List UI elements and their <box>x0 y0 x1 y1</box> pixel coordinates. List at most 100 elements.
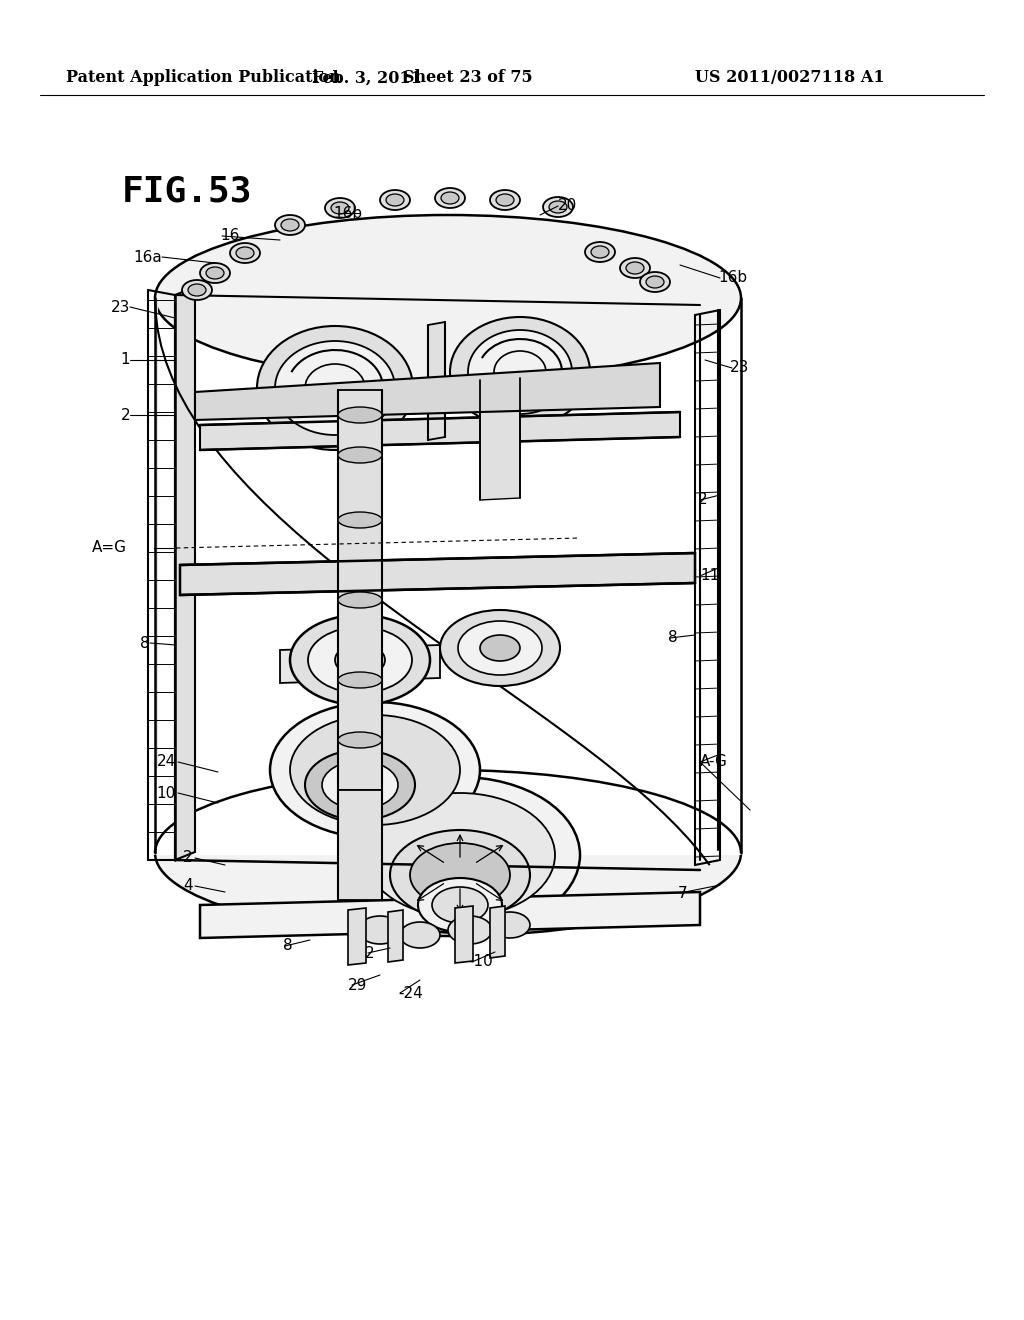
Ellipse shape <box>490 190 520 210</box>
Ellipse shape <box>322 762 398 809</box>
Text: 20: 20 <box>558 198 578 214</box>
Ellipse shape <box>490 912 530 939</box>
Text: 7: 7 <box>678 886 688 900</box>
Polygon shape <box>490 906 505 958</box>
Ellipse shape <box>305 750 415 820</box>
Ellipse shape <box>549 201 567 213</box>
Text: 29: 29 <box>348 978 368 993</box>
Ellipse shape <box>410 843 510 907</box>
Ellipse shape <box>435 187 465 209</box>
Polygon shape <box>195 363 660 420</box>
Ellipse shape <box>338 672 382 688</box>
Ellipse shape <box>458 620 542 675</box>
Ellipse shape <box>386 194 404 206</box>
Text: FIG.53: FIG.53 <box>122 176 253 209</box>
Text: 1: 1 <box>121 352 130 367</box>
Text: Patent Application Publication: Patent Application Publication <box>66 70 341 87</box>
Ellipse shape <box>155 770 741 936</box>
Text: 24: 24 <box>157 755 176 770</box>
Text: 8: 8 <box>140 635 150 651</box>
Text: 2: 2 <box>365 945 375 961</box>
Polygon shape <box>388 909 403 962</box>
Ellipse shape <box>338 512 382 528</box>
Polygon shape <box>428 322 445 440</box>
Ellipse shape <box>449 916 492 944</box>
Text: 4: 4 <box>183 879 193 894</box>
Ellipse shape <box>308 627 412 693</box>
Text: -10: -10 <box>468 954 493 969</box>
Text: A-G: A-G <box>700 755 728 770</box>
Text: A=G: A=G <box>92 540 127 556</box>
Text: 2: 2 <box>121 408 130 422</box>
Text: 10: 10 <box>157 785 176 800</box>
Polygon shape <box>338 389 382 789</box>
Ellipse shape <box>331 202 349 214</box>
Ellipse shape <box>206 267 224 279</box>
Text: Feb. 3, 2011: Feb. 3, 2011 <box>312 70 422 87</box>
Ellipse shape <box>338 711 382 729</box>
Ellipse shape <box>432 887 488 923</box>
Polygon shape <box>338 789 382 900</box>
Ellipse shape <box>468 330 572 414</box>
Ellipse shape <box>200 263 230 282</box>
Text: US 2011/0027118 A1: US 2011/0027118 A1 <box>695 70 885 87</box>
Text: 16a: 16a <box>133 249 162 264</box>
Ellipse shape <box>325 198 355 218</box>
Polygon shape <box>455 906 473 964</box>
Ellipse shape <box>400 921 440 948</box>
Ellipse shape <box>230 243 260 263</box>
Ellipse shape <box>640 272 670 292</box>
Ellipse shape <box>188 284 206 296</box>
Ellipse shape <box>338 591 382 609</box>
Polygon shape <box>200 892 700 939</box>
Polygon shape <box>480 378 520 500</box>
Ellipse shape <box>591 246 609 257</box>
Ellipse shape <box>543 197 573 216</box>
Ellipse shape <box>338 748 382 767</box>
Text: Sheet 23 of 75: Sheet 23 of 75 <box>403 70 532 87</box>
Text: 16b: 16b <box>333 206 362 220</box>
Text: 8: 8 <box>668 631 678 645</box>
Ellipse shape <box>390 830 530 920</box>
Ellipse shape <box>418 878 502 932</box>
Ellipse shape <box>450 317 590 426</box>
Ellipse shape <box>358 916 402 944</box>
Text: 16b: 16b <box>718 271 748 285</box>
Ellipse shape <box>496 194 514 206</box>
Text: 16: 16 <box>220 228 240 243</box>
Ellipse shape <box>338 447 382 463</box>
Ellipse shape <box>365 793 555 917</box>
Text: 23: 23 <box>111 300 130 314</box>
Ellipse shape <box>338 733 382 748</box>
Text: 11: 11 <box>700 569 719 583</box>
Polygon shape <box>155 298 158 853</box>
Ellipse shape <box>620 257 650 279</box>
Ellipse shape <box>480 635 520 661</box>
Text: -24: -24 <box>398 986 423 1001</box>
Polygon shape <box>180 553 695 595</box>
Text: 23: 23 <box>730 360 750 375</box>
Ellipse shape <box>290 715 460 825</box>
Polygon shape <box>150 768 746 855</box>
Ellipse shape <box>281 219 299 231</box>
Ellipse shape <box>441 191 459 205</box>
Ellipse shape <box>340 777 580 933</box>
Ellipse shape <box>626 261 644 275</box>
Ellipse shape <box>275 341 395 436</box>
Ellipse shape <box>646 276 664 288</box>
Ellipse shape <box>275 215 305 235</box>
Text: 8: 8 <box>283 939 293 953</box>
Ellipse shape <box>440 610 560 686</box>
Ellipse shape <box>155 215 741 381</box>
Ellipse shape <box>585 242 615 261</box>
Ellipse shape <box>338 731 382 748</box>
Ellipse shape <box>380 190 410 210</box>
Ellipse shape <box>182 280 212 300</box>
Ellipse shape <box>270 702 480 838</box>
Ellipse shape <box>290 615 430 705</box>
Text: 2: 2 <box>183 850 193 866</box>
Polygon shape <box>348 908 366 965</box>
Ellipse shape <box>236 247 254 259</box>
Ellipse shape <box>335 644 385 676</box>
Polygon shape <box>175 286 195 861</box>
